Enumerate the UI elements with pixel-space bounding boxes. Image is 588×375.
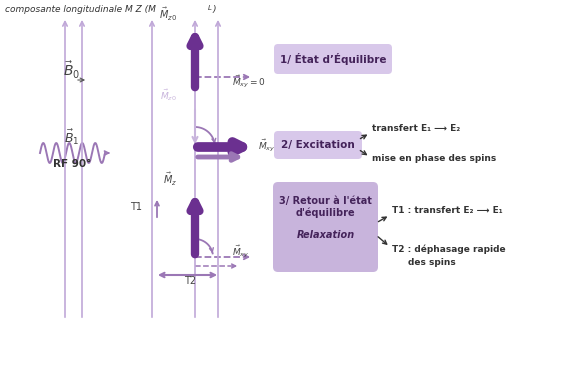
Text: d'équilibre: d'équilibre bbox=[296, 208, 355, 218]
Text: T1: T1 bbox=[130, 202, 142, 212]
Text: mise en phase des spins: mise en phase des spins bbox=[372, 154, 496, 163]
Text: $\vec{M}_{xym}$: $\vec{M}_{xym}$ bbox=[258, 138, 281, 154]
FancyBboxPatch shape bbox=[273, 182, 378, 272]
Text: $\vec{M}_{z0}$: $\vec{M}_{z0}$ bbox=[159, 6, 177, 23]
Text: L: L bbox=[208, 5, 212, 11]
Text: 1/ État d’Équilibre: 1/ État d’Équilibre bbox=[280, 53, 386, 65]
Text: des spins: des spins bbox=[408, 258, 456, 267]
Text: $\vec{M}_z$: $\vec{M}_z$ bbox=[163, 171, 177, 188]
Text: $\vec{B}_1$: $\vec{B}_1$ bbox=[64, 128, 80, 147]
Text: composante longitudinale M Z (M: composante longitudinale M Z (M bbox=[5, 5, 156, 14]
Text: $\vec{M}_{z0}$: $\vec{M}_{z0}$ bbox=[161, 87, 177, 103]
Text: T2: T2 bbox=[184, 276, 196, 286]
Text: T1 : transfert E₂ ⟶ E₁: T1 : transfert E₂ ⟶ E₁ bbox=[392, 206, 503, 215]
Text: $\vec{B}_0$: $\vec{B}_0$ bbox=[64, 60, 81, 81]
Text: ): ) bbox=[213, 5, 216, 14]
FancyBboxPatch shape bbox=[274, 131, 362, 159]
Text: RF 90°: RF 90° bbox=[53, 159, 91, 169]
Text: 2/ Excitation: 2/ Excitation bbox=[281, 140, 355, 150]
FancyBboxPatch shape bbox=[274, 44, 392, 74]
Text: T2 : déphasage rapide: T2 : déphasage rapide bbox=[392, 244, 506, 254]
Text: $\vec{M}_{xy}=0$: $\vec{M}_{xy}=0$ bbox=[232, 73, 266, 90]
Text: 3/ Retour à l'état: 3/ Retour à l'état bbox=[279, 196, 372, 206]
Text: Relaxation: Relaxation bbox=[296, 230, 355, 240]
Text: transfert E₁ ⟶ E₂: transfert E₁ ⟶ E₂ bbox=[372, 124, 460, 133]
Text: $\vec{M}_{xy}$: $\vec{M}_{xy}$ bbox=[232, 243, 249, 260]
